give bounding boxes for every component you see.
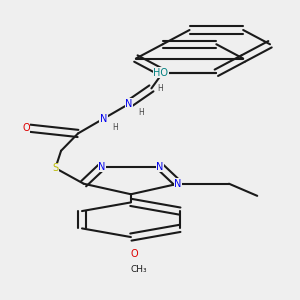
Text: H: H [112,123,118,132]
Text: S: S [52,163,58,173]
Text: N: N [98,162,105,172]
Text: H: H [138,109,144,118]
Text: HO: HO [153,68,168,78]
Text: H: H [158,84,163,93]
Text: N: N [175,179,182,189]
Text: N: N [125,99,133,109]
Text: N: N [100,114,107,124]
Text: CH₃: CH₃ [131,266,148,274]
Text: O: O [131,248,139,259]
Text: O: O [22,123,30,133]
Text: N: N [156,162,164,172]
